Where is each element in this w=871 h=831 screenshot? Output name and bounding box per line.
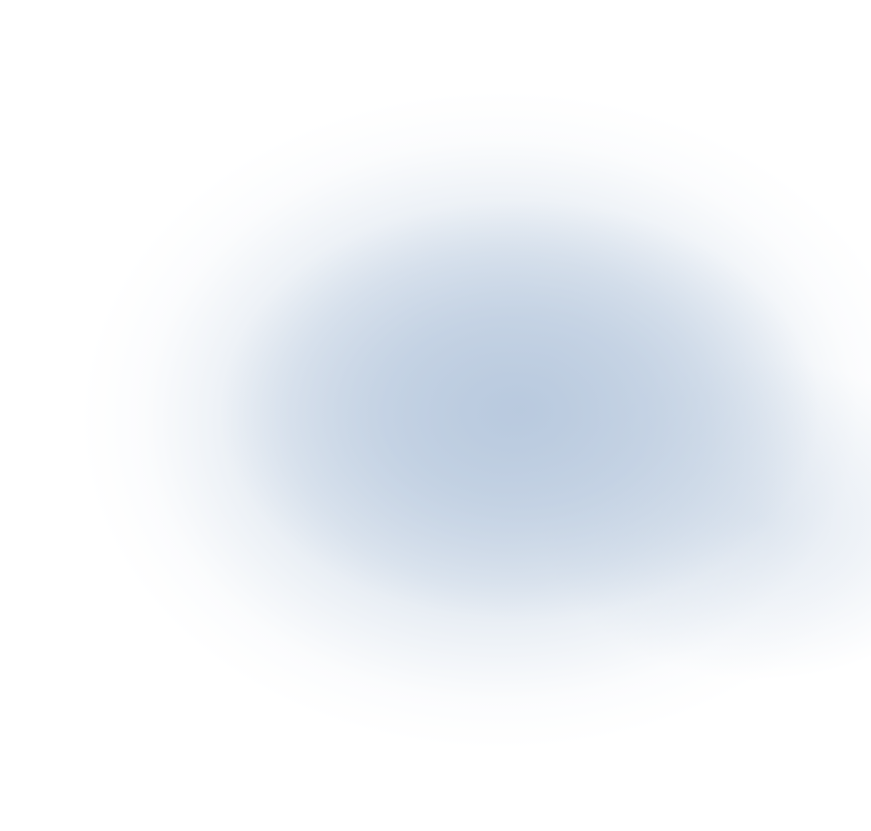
background-canvas	[0, 0, 871, 831]
blurred-glow	[0, 0, 871, 831]
